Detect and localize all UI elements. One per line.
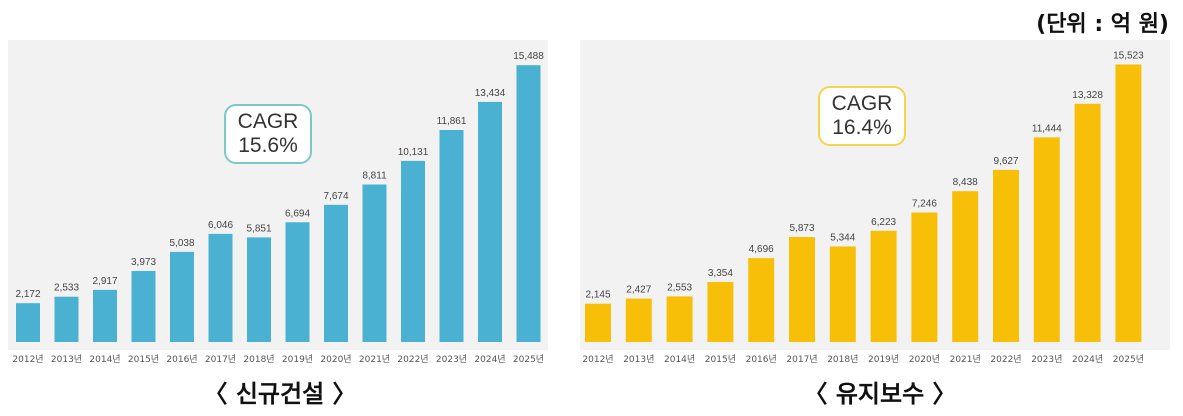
x-tick-label: 2012년 <box>12 354 43 365</box>
bar <box>478 101 502 343</box>
bar <box>285 222 310 342</box>
cagr-badge-maintenance: CAGR 16.4% <box>818 86 906 146</box>
bar <box>247 237 271 342</box>
x-tick-label: 2025년 <box>513 354 544 365</box>
bar <box>54 296 79 342</box>
data-label: 3,354 <box>708 268 733 279</box>
bar <box>829 246 856 342</box>
data-label: 5,851 <box>246 223 271 234</box>
bar <box>439 130 464 342</box>
x-tick-label: 2014년 <box>664 354 695 365</box>
data-label: 2,553 <box>667 282 692 293</box>
cagr-value: 15.6% <box>238 134 298 157</box>
data-label: 13,434 <box>475 88 506 99</box>
x-tick-label: 2015년 <box>705 354 736 365</box>
bar <box>401 160 425 342</box>
cagr-label: CAGR <box>831 92 893 115</box>
chart-background <box>8 40 548 350</box>
cagr-label: CAGR <box>237 110 299 133</box>
bar <box>952 191 979 342</box>
x-tick-label: 2017년 <box>205 354 236 365</box>
bar <box>911 212 938 342</box>
x-tick-label: 2022년 <box>397 354 428 365</box>
bar <box>707 282 734 342</box>
unit-label: (단위 : 억 원) <box>1036 12 1169 37</box>
data-label: 10,131 <box>398 147 429 158</box>
x-tick-label: 2023년 <box>1031 354 1062 365</box>
x-tick-label: 2012년 <box>582 354 613 365</box>
x-tick-label: 2019년 <box>282 354 313 365</box>
cagr-badge-new-construction: CAGR 15.6% <box>224 104 312 164</box>
data-label: 6,223 <box>871 217 896 228</box>
bar <box>993 169 1019 342</box>
data-label: 15,488 <box>513 51 544 62</box>
data-label: 5,038 <box>169 238 194 249</box>
bar <box>131 271 156 342</box>
data-label: 9,627 <box>993 156 1018 167</box>
bar <box>1074 103 1101 342</box>
x-tick-label: 2014년 <box>89 354 120 365</box>
x-tick-label: 2021년 <box>950 354 981 365</box>
data-label: 5,344 <box>830 233 855 244</box>
data-label: 13,328 <box>1072 90 1103 101</box>
data-label: 11,861 <box>437 116 467 127</box>
x-tick-label: 2018년 <box>243 354 274 365</box>
x-tick-label: 2017년 <box>786 354 817 365</box>
bar <box>666 296 693 342</box>
data-label: 8,811 <box>362 171 387 182</box>
x-tick-label: 2019년 <box>868 354 899 365</box>
bar <box>789 237 815 342</box>
data-label: 6,694 <box>285 208 310 219</box>
chart-title-new-construction: 〈 신규건설 〉 <box>203 380 357 408</box>
cagr-value: 16.4% <box>832 116 892 139</box>
bar <box>93 289 117 342</box>
bar <box>208 233 233 342</box>
chart-title-maintenance: 〈 유지보수 〉 <box>803 380 957 408</box>
bar <box>516 65 541 342</box>
bar <box>324 204 348 342</box>
x-tick-label: 2015년 <box>128 354 159 365</box>
x-tick-label: 2018년 <box>827 354 858 365</box>
data-label: 5,873 <box>789 223 814 234</box>
x-tick-label: 2016년 <box>166 354 197 365</box>
data-label: 2,917 <box>92 276 117 287</box>
data-label: 11,444 <box>1032 123 1062 134</box>
data-label: 6,046 <box>208 220 233 231</box>
data-label: 2,427 <box>626 285 651 296</box>
data-label: 8,438 <box>953 177 978 188</box>
data-label: 4,696 <box>749 244 774 255</box>
data-label: 3,973 <box>131 257 156 268</box>
x-tick-label: 2024년 <box>474 354 505 365</box>
data-label: 2,145 <box>585 290 610 301</box>
x-tick-label: 2013년 <box>51 354 82 365</box>
bar <box>748 258 775 342</box>
bar <box>362 184 387 342</box>
bar <box>16 303 40 342</box>
x-tick-label: 2025년 <box>1113 354 1144 365</box>
data-label: 2,172 <box>15 289 40 300</box>
bar <box>625 298 652 342</box>
bar <box>1033 137 1060 342</box>
bar <box>170 251 194 342</box>
data-label: 15,523 <box>1113 51 1144 62</box>
x-tick-label: 2013년 <box>623 354 654 365</box>
x-tick-label: 2022년 <box>990 354 1021 365</box>
x-tick-label: 2020년 <box>909 354 940 365</box>
x-tick-label: 2020년 <box>320 354 351 365</box>
x-tick-label: 2024년 <box>1072 354 1103 365</box>
maintenance-chart: 2,145 2012년 2,427 2013년 2,553 2014년 3,354 2015년… <box>580 40 1170 365</box>
bar <box>870 230 897 342</box>
x-tick-label: 2016년 <box>746 354 777 365</box>
x-tick-label: 2021년 <box>359 354 390 365</box>
bar <box>1115 64 1142 342</box>
new-construction-chart: 2,172 2012년 2,533 2013년 2,917 2014년 3,973 2015년… <box>8 40 548 365</box>
bar <box>585 303 611 342</box>
x-tick-label: 2023년 <box>436 354 467 365</box>
data-label: 7,246 <box>912 199 937 210</box>
data-label: 7,674 <box>323 191 348 202</box>
data-label: 2,533 <box>54 283 79 294</box>
